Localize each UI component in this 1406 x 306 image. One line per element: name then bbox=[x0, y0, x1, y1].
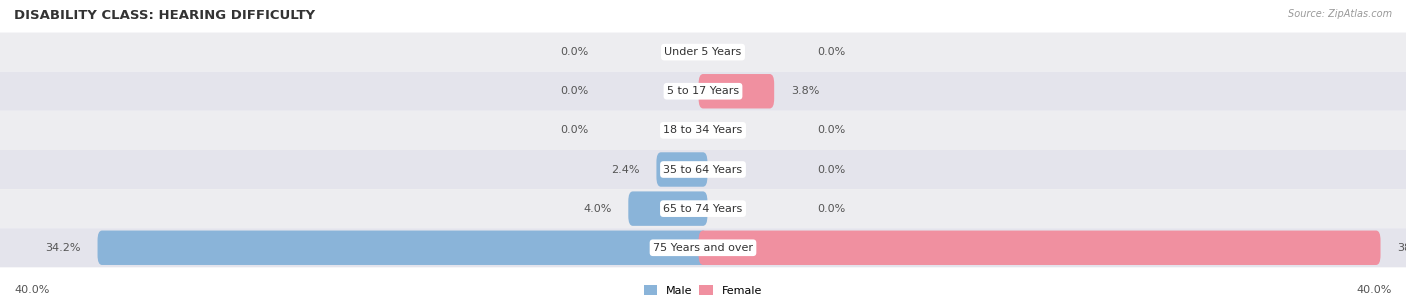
FancyBboxPatch shape bbox=[0, 150, 1406, 189]
Text: 38.3%: 38.3% bbox=[1398, 243, 1406, 253]
Text: DISABILITY CLASS: HEARING DIFFICULTY: DISABILITY CLASS: HEARING DIFFICULTY bbox=[14, 9, 315, 22]
Legend: Male, Female: Male, Female bbox=[640, 281, 766, 300]
Text: 0.0%: 0.0% bbox=[817, 125, 845, 135]
FancyBboxPatch shape bbox=[699, 74, 775, 108]
FancyBboxPatch shape bbox=[657, 152, 707, 187]
FancyBboxPatch shape bbox=[0, 228, 1406, 267]
Text: 0.0%: 0.0% bbox=[817, 165, 845, 174]
Text: 0.0%: 0.0% bbox=[817, 203, 845, 214]
Text: 0.0%: 0.0% bbox=[561, 86, 589, 96]
Text: 0.0%: 0.0% bbox=[561, 47, 589, 57]
Text: 35 to 64 Years: 35 to 64 Years bbox=[664, 165, 742, 174]
Text: 40.0%: 40.0% bbox=[14, 285, 49, 295]
FancyBboxPatch shape bbox=[699, 230, 1381, 265]
Text: 0.0%: 0.0% bbox=[817, 47, 845, 57]
FancyBboxPatch shape bbox=[0, 111, 1406, 150]
FancyBboxPatch shape bbox=[0, 72, 1406, 111]
Text: 34.2%: 34.2% bbox=[45, 243, 80, 253]
FancyBboxPatch shape bbox=[0, 189, 1406, 228]
Text: 65 to 74 Years: 65 to 74 Years bbox=[664, 203, 742, 214]
Text: Under 5 Years: Under 5 Years bbox=[665, 47, 741, 57]
Text: Source: ZipAtlas.com: Source: ZipAtlas.com bbox=[1288, 9, 1392, 19]
Text: 3.8%: 3.8% bbox=[790, 86, 820, 96]
FancyBboxPatch shape bbox=[97, 230, 707, 265]
Text: 75 Years and over: 75 Years and over bbox=[652, 243, 754, 253]
Text: 40.0%: 40.0% bbox=[1357, 285, 1392, 295]
Text: 18 to 34 Years: 18 to 34 Years bbox=[664, 125, 742, 135]
FancyBboxPatch shape bbox=[0, 32, 1406, 72]
FancyBboxPatch shape bbox=[628, 192, 707, 226]
Text: 2.4%: 2.4% bbox=[612, 165, 640, 174]
Text: 5 to 17 Years: 5 to 17 Years bbox=[666, 86, 740, 96]
Text: 4.0%: 4.0% bbox=[583, 203, 612, 214]
Text: 0.0%: 0.0% bbox=[561, 125, 589, 135]
